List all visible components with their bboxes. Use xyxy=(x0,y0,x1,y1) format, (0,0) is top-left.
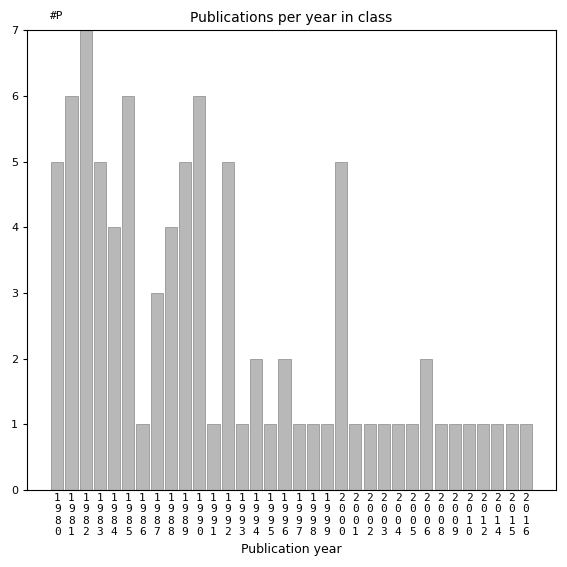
Bar xyxy=(363,424,376,490)
Title: Publications per year in class: Publications per year in class xyxy=(191,11,393,25)
Bar xyxy=(335,162,348,490)
Bar xyxy=(151,293,163,490)
Bar xyxy=(307,424,319,490)
Bar xyxy=(236,424,248,490)
X-axis label: Publication year: Publication year xyxy=(242,543,342,556)
Bar xyxy=(293,424,304,490)
Bar xyxy=(80,31,92,490)
Bar xyxy=(492,424,503,490)
Bar xyxy=(392,424,404,490)
Bar xyxy=(420,358,433,490)
Bar xyxy=(51,162,64,490)
Bar xyxy=(349,424,362,490)
Text: #P: #P xyxy=(50,11,64,20)
Bar xyxy=(222,162,234,490)
Bar xyxy=(406,424,418,490)
Bar xyxy=(520,424,532,490)
Bar xyxy=(278,358,290,490)
Bar xyxy=(208,424,219,490)
Bar xyxy=(66,96,78,490)
Bar xyxy=(94,162,106,490)
Bar xyxy=(264,424,276,490)
Bar xyxy=(122,96,134,490)
Bar xyxy=(463,424,475,490)
Bar xyxy=(321,424,333,490)
Bar xyxy=(477,424,489,490)
Bar xyxy=(506,424,518,490)
Bar xyxy=(435,424,447,490)
Bar xyxy=(378,424,390,490)
Bar xyxy=(449,424,461,490)
Bar xyxy=(193,96,205,490)
Bar xyxy=(108,227,120,490)
Bar xyxy=(179,162,191,490)
Bar xyxy=(165,227,177,490)
Bar xyxy=(250,358,262,490)
Bar xyxy=(137,424,149,490)
